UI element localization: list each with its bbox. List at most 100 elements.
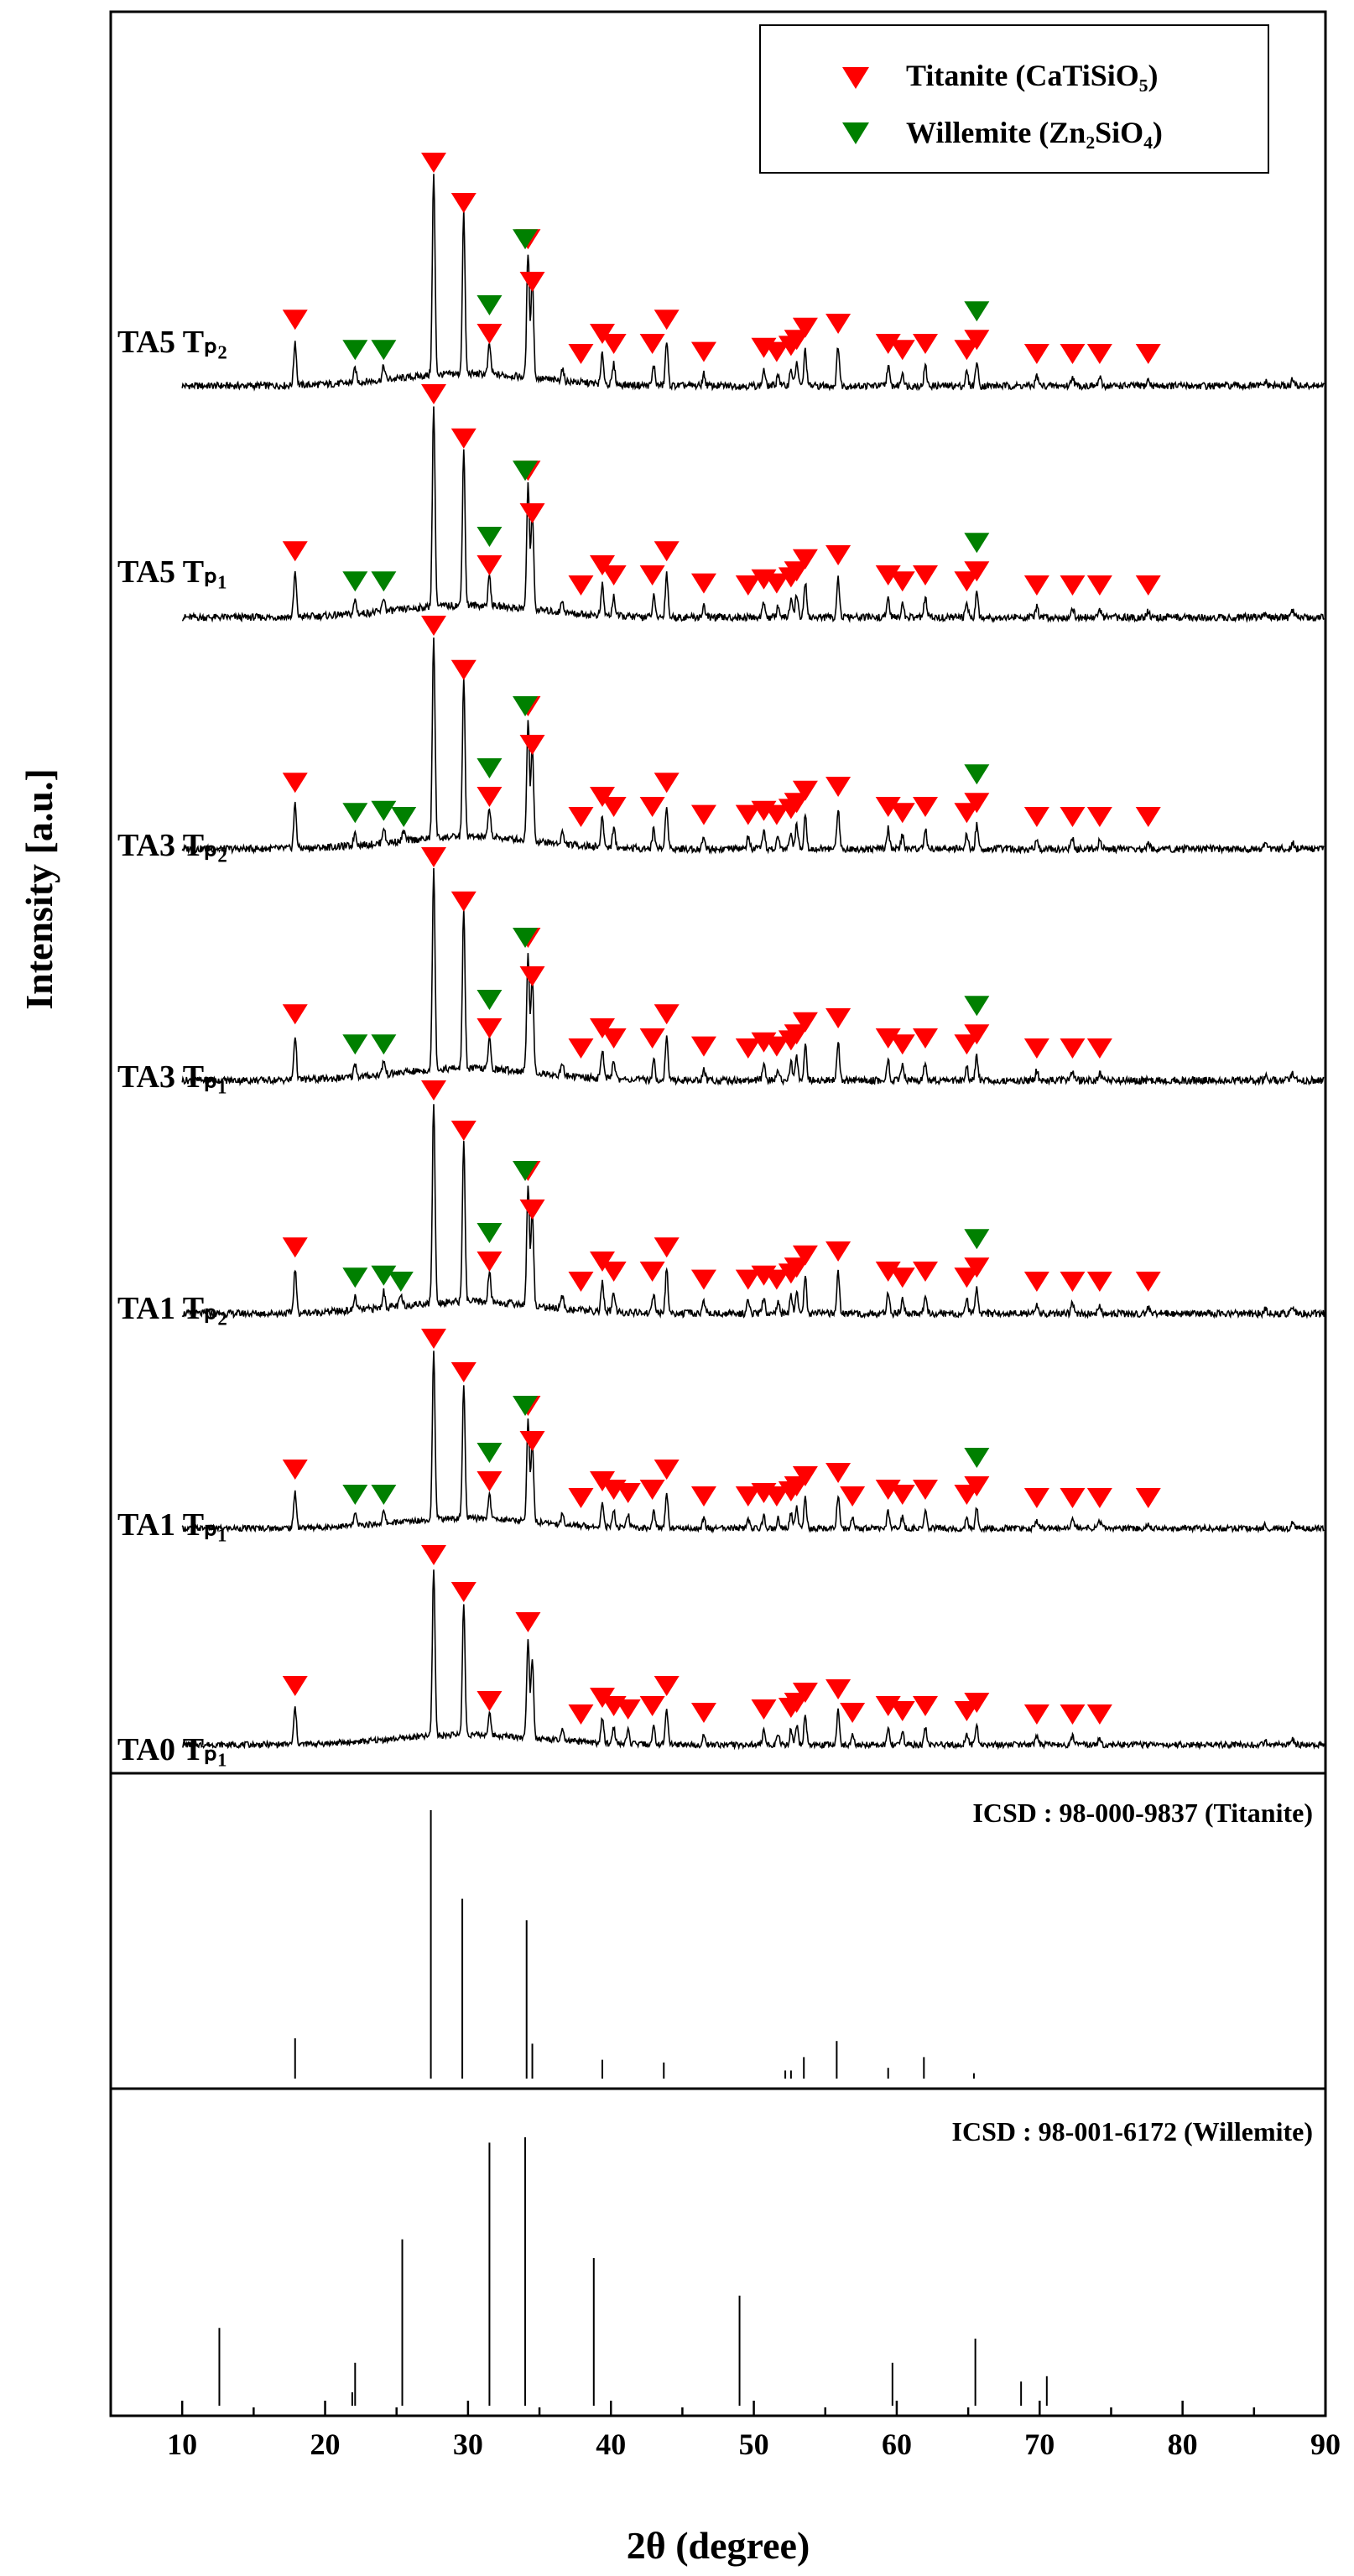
willemite-marker-0-2 bbox=[477, 295, 503, 315]
sample-labels: TA5 Tₚ₂ TA5 Tₚ₁ TA3 Tₚ₂ TA3 Tₚ₁ TA1 Tₚ₂ TA1 T… bbox=[117, 325, 227, 1767]
titanite-marker-0-15 bbox=[784, 330, 810, 351]
x-tick-label-10: 10 bbox=[167, 2428, 197, 2461]
sample-label-1: TA5 Tₚ₁ bbox=[117, 554, 227, 590]
x-tick-label-50: 50 bbox=[739, 2428, 769, 2461]
legend: Titanite (CaTiSiO₅) Willemite (Zn₂SiO₄) bbox=[759, 24, 1269, 174]
willemite-marker-0-4 bbox=[964, 301, 990, 322]
titanite-marker-2-8 bbox=[601, 797, 627, 817]
willemite-marker-0-0 bbox=[342, 340, 368, 361]
titanite-marker-0-20 bbox=[913, 334, 939, 354]
titanite-marker-1-0 bbox=[282, 541, 308, 562]
titanite-marker-3-18 bbox=[825, 1008, 851, 1028]
titanite-marker-4-21 bbox=[913, 1262, 939, 1282]
titanite-marker-1-16 bbox=[784, 561, 810, 582]
titanite-marker-3-5 bbox=[519, 966, 545, 986]
titanite-marker-0-21 bbox=[954, 340, 980, 361]
titanite-marker-5-27 bbox=[1060, 1488, 1086, 1508]
titanite-marker-2-11 bbox=[690, 804, 716, 825]
titanite-marker-0-6 bbox=[568, 344, 594, 364]
titanite-marker-6-9 bbox=[639, 1696, 665, 1716]
titanite-marker-5-10 bbox=[639, 1480, 665, 1500]
titanite-marker-4-16 bbox=[784, 1257, 810, 1278]
titanite-marker-6-1 bbox=[420, 1545, 446, 1565]
xrd-trace-1 bbox=[181, 406, 1325, 623]
titanite-marker-1-20 bbox=[889, 571, 915, 592]
titanite-marker-2-22 bbox=[954, 803, 980, 824]
titanite-marker-4-17 bbox=[792, 1245, 818, 1266]
titanite-marker-1-14 bbox=[763, 573, 789, 594]
titanite-marker-2-0 bbox=[282, 773, 308, 794]
titanite-marker-1-17 bbox=[792, 549, 818, 570]
titanite-marker-1-22 bbox=[954, 571, 980, 592]
titanite-marker-5-9 bbox=[615, 1483, 641, 1503]
titanite-marker-4-24 bbox=[1023, 1272, 1049, 1292]
willemite-marker-4-4 bbox=[513, 1161, 539, 1181]
titanite-marker-1-6 bbox=[568, 575, 594, 596]
x-tick-label-90: 90 bbox=[1310, 2428, 1341, 2461]
titanite-marker-2-5 bbox=[519, 735, 545, 755]
titanite-marker-1-5 bbox=[519, 503, 545, 523]
titanite-marker-5-28 bbox=[1086, 1488, 1112, 1508]
titanite-marker-0-0 bbox=[282, 310, 308, 330]
titanite-marker-1-8 bbox=[601, 565, 627, 585]
titanite-marker-0-19 bbox=[889, 340, 915, 361]
titanite-marker-1-12 bbox=[735, 575, 761, 596]
titanite-marker-0-18 bbox=[875, 334, 901, 354]
willemite-marker-4-5 bbox=[964, 1229, 990, 1250]
titanite-marker-4-3 bbox=[477, 1252, 503, 1272]
willemite-marker-4-3 bbox=[477, 1223, 503, 1243]
x-tick-label-40: 40 bbox=[596, 2428, 626, 2461]
titanite-marker-0-9 bbox=[639, 334, 665, 354]
titanite-marker-2-6 bbox=[568, 807, 594, 827]
titanite-marker-6-20 bbox=[913, 1696, 939, 1716]
willemite-marker-1-3 bbox=[513, 461, 539, 481]
titanite-marker-0-22 bbox=[964, 330, 990, 351]
willemite-marker-2-1 bbox=[371, 800, 397, 821]
titanite-marker-0-5 bbox=[519, 272, 545, 292]
titanite-marker-6-24 bbox=[1060, 1704, 1086, 1725]
xrd-trace-2 bbox=[181, 637, 1325, 855]
titanite-marker-4-18 bbox=[825, 1241, 851, 1262]
x-tick-label-30: 30 bbox=[453, 2428, 483, 2461]
willemite-marker-5-2 bbox=[477, 1443, 503, 1463]
titanite-marker-5-12 bbox=[690, 1486, 716, 1507]
legend-willemite-marker bbox=[842, 122, 869, 144]
titanite-marker-0-23 bbox=[1023, 344, 1049, 364]
titanite-marker-6-0 bbox=[282, 1676, 308, 1696]
titanite-marker-2-10 bbox=[654, 773, 680, 794]
titanite-marker-2-16 bbox=[784, 793, 810, 814]
willemite-marker-5-0 bbox=[342, 1485, 368, 1505]
sample-label-3: TA3 Tₚ₁ bbox=[117, 1059, 227, 1095]
xrd-trace-4 bbox=[181, 1104, 1325, 1319]
titanite-marker-4-11 bbox=[690, 1269, 716, 1290]
titanite-marker-2-17 bbox=[792, 780, 818, 801]
titanite-marker-1-24 bbox=[1023, 575, 1049, 596]
titanite-marker-6-2 bbox=[450, 1582, 477, 1602]
titanite-marker-5-25 bbox=[964, 1476, 990, 1496]
titanite-marker-1-2 bbox=[450, 428, 477, 449]
willemite-marker-0-1 bbox=[371, 340, 397, 361]
titanite-marker-0-16 bbox=[792, 317, 818, 338]
willemite-marker-2-4 bbox=[513, 696, 539, 716]
titanite-marker-5-1 bbox=[420, 1329, 446, 1349]
xrd-trace-0 bbox=[181, 174, 1325, 392]
titanite-marker-1-25 bbox=[1060, 575, 1086, 596]
titanite-marker-4-25 bbox=[1060, 1272, 1086, 1292]
willemite-marker-2-3 bbox=[477, 758, 503, 778]
titanite-marker-3-11 bbox=[690, 1036, 716, 1057]
willemite-reference-frame bbox=[109, 2087, 1327, 2417]
titanite-marker-3-21 bbox=[913, 1028, 939, 1049]
titanite-marker-3-1 bbox=[420, 847, 446, 867]
titanite-marker-6-23 bbox=[1023, 1704, 1049, 1725]
titanite-marker-4-8 bbox=[601, 1262, 627, 1282]
titanite-marker-5-26 bbox=[1023, 1488, 1049, 1508]
titanite-marker-3-6 bbox=[568, 1038, 594, 1059]
titanite-marker-4-2 bbox=[450, 1121, 477, 1141]
willemite-marker-2-2 bbox=[391, 807, 417, 827]
titanite-marker-6-25 bbox=[1086, 1704, 1112, 1725]
willemite-marker-4-0 bbox=[342, 1267, 368, 1288]
titanite-marker-3-17 bbox=[792, 1012, 818, 1033]
y-axis-label: Intensity [a.u.] bbox=[18, 768, 60, 1010]
titanite-marker-1-21 bbox=[913, 565, 939, 585]
